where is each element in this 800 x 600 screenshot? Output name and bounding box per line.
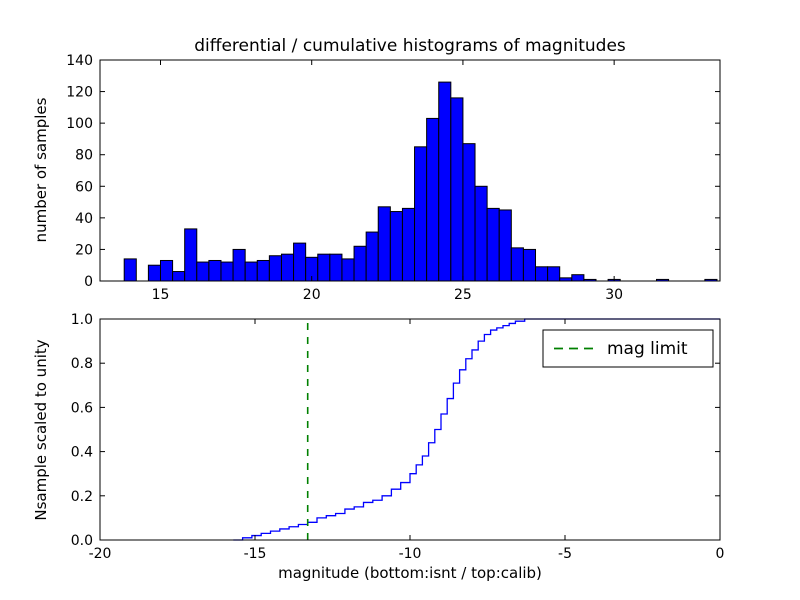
histogram-bar: [571, 274, 585, 282]
y-tick-label: 80: [75, 148, 93, 164]
y-tick-label: 1.0: [71, 312, 93, 328]
y-tick-label: 40: [75, 211, 93, 227]
cumulative-step-curve: [233, 318, 720, 541]
x-tick-label: -5: [558, 546, 572, 562]
histogram-bar: [147, 264, 161, 282]
y-tick-label: 0.6: [71, 400, 93, 416]
histogram-bar: [498, 209, 512, 282]
y-tick-label: 60: [75, 179, 93, 195]
histogram-bar: [450, 97, 464, 282]
y-tick-label: 0.0: [71, 533, 93, 549]
histogram-bar: [486, 207, 500, 282]
histogram-bar: [268, 255, 282, 282]
y-tick-label: 140: [66, 53, 93, 69]
legend: mag limit: [542, 329, 714, 368]
histogram-bar: [426, 117, 440, 282]
histogram-bar: [256, 259, 270, 282]
y-tick-label: 100: [66, 116, 93, 132]
histogram-axes: 15 20 25 30 0 20 40 60 80 100 120 140: [66, 53, 721, 303]
x-axis-label: magnitude (bottom:isnt / top:calib): [278, 564, 542, 582]
histogram-bar: [510, 247, 524, 282]
y-tick-label: 0.8: [71, 356, 93, 372]
histogram-y-axis-label: number of samples: [32, 97, 50, 242]
histogram-bar: [184, 228, 198, 282]
x-tick-label: 15: [152, 287, 170, 303]
histogram-bar: [438, 81, 452, 282]
histogram-bar: [401, 207, 416, 282]
histogram-bar: [159, 259, 174, 282]
histogram-bar: [280, 253, 295, 282]
x-tick-label: 0: [716, 546, 725, 562]
histogram-bar: [547, 266, 561, 282]
histogram-bar: [353, 245, 367, 282]
x-tick-label: 25: [454, 287, 472, 303]
axes-frame: [99, 59, 721, 282]
y-tick-label: 0.2: [71, 489, 93, 505]
histogram-bar: [377, 206, 391, 282]
histogram-bar: [172, 271, 186, 282]
histogram-bar: [341, 258, 355, 282]
cumulative-y-axis-label: Nsample scaled to unity: [32, 339, 50, 520]
histogram-bar: [317, 253, 331, 282]
histogram-bar: [474, 185, 488, 282]
x-tick-label: -20: [89, 546, 112, 562]
histogram-bar: [535, 266, 549, 282]
histogram-bar: [522, 248, 537, 282]
histogram-bar: [232, 248, 246, 282]
cumulative-axes: -20 -15 -10 -5 0 0.0 0.2 0.4 0.6 0.8 1.0: [71, 312, 725, 562]
histogram-bars: [123, 81, 718, 282]
histogram-bar: [220, 261, 234, 282]
histogram-bar: [329, 253, 343, 282]
histogram-bar: [462, 143, 476, 282]
y-tick-label: 0.4: [71, 445, 93, 461]
histogram-bar: [365, 231, 379, 282]
axes-frame: [99, 318, 721, 541]
y-tick-label: 120: [66, 85, 93, 101]
x-tick-label: -15: [244, 546, 267, 562]
x-tick-label: 30: [605, 287, 623, 303]
figure-title: differential / cumulative histograms of …: [194, 36, 626, 56]
histogram-bar: [244, 261, 258, 282]
x-tick-label: -10: [399, 546, 422, 562]
x-tick-label: 20: [303, 287, 321, 303]
histogram-bar: [123, 258, 137, 282]
histogram-bar: [293, 242, 307, 282]
y-tick-label: 20: [75, 242, 93, 258]
y-tick-label: 0: [84, 274, 93, 290]
histogram-bar: [208, 259, 222, 282]
legend-label: mag limit: [607, 339, 688, 359]
histogram-bar: [196, 261, 210, 282]
histogram-bar: [414, 146, 428, 282]
histogram-bar: [389, 211, 403, 282]
